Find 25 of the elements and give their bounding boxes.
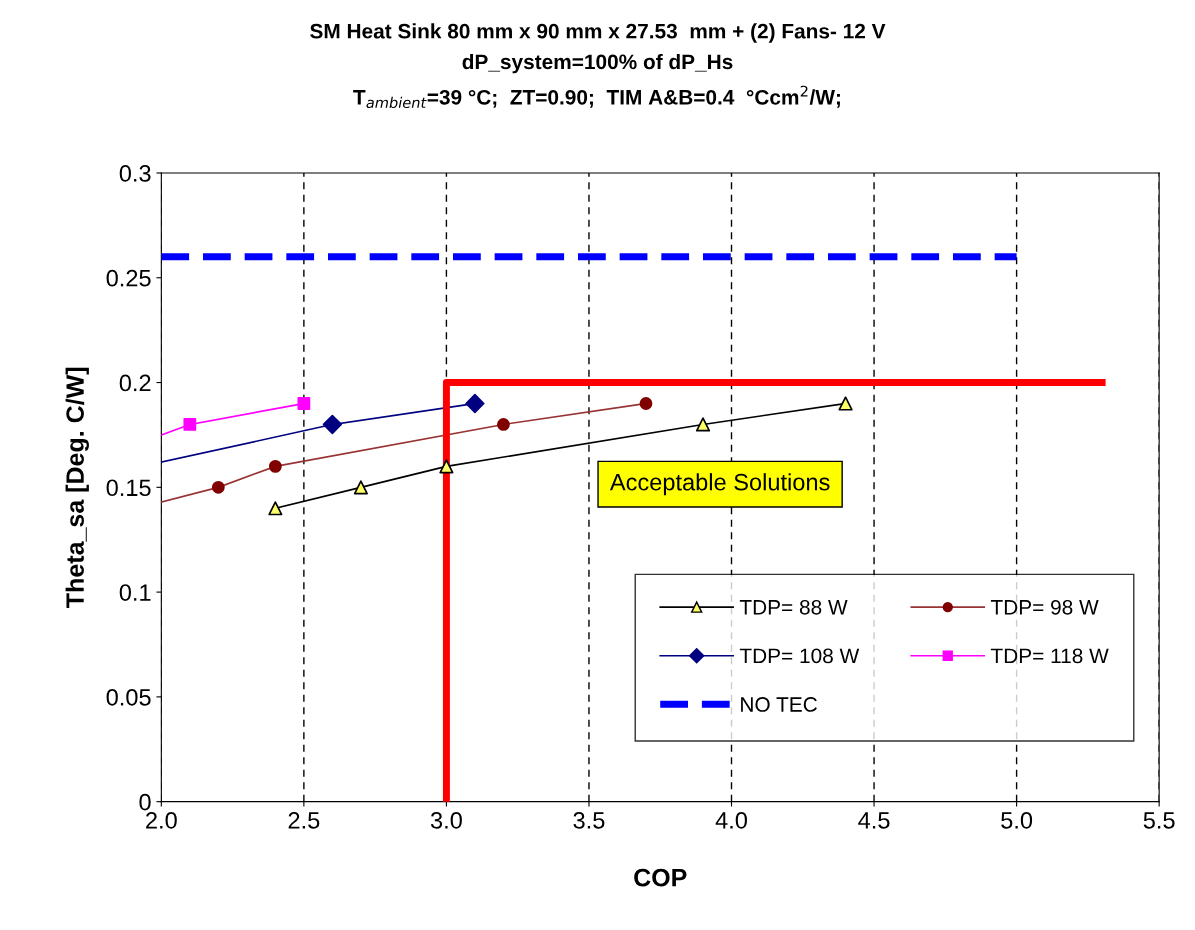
- x-tick-label: 3.5: [573, 812, 605, 829]
- y-tick-label: 0.2: [119, 374, 151, 392]
- legend-label: TDP= 88 W: [739, 599, 848, 615]
- legend-label: TDP= 118 W: [990, 648, 1109, 664]
- y-tick-label: 0.15: [106, 479, 151, 497]
- legend-label: TDP= 108 W: [739, 648, 860, 664]
- y-tick-label: 0: [139, 793, 151, 811]
- y-tick-label: 0.1: [119, 584, 151, 601]
- x-tick-label: 2.5: [288, 812, 320, 829]
- x-tick-label: 5.0: [1001, 812, 1033, 829]
- text: dP_system=100% of dP_Hs T$_{ambient}$=39 °C; ZT=0.90; TIM A&B=0.4 °Ccm$^{2}$/W;: [353, 53, 840, 109]
- y-tick-label: 0.25: [106, 269, 151, 287]
- x-axis-title: COP: [634, 868, 687, 887]
- x-tick-label: 4.0: [715, 812, 747, 829]
- legend-label: NO TEC: [741, 697, 817, 712]
- y-tick-label: 0.05: [106, 688, 151, 706]
- x-tick-label: 4.5: [858, 812, 890, 829]
- annotation: Acceptable Solutions: [609, 473, 830, 496]
- x-tick-label: 5.5: [1143, 812, 1175, 829]
- y-tick-label: 0.3: [119, 165, 151, 182]
- y-axis-title: Theta_sa [Deg. C/W]: [65, 367, 89, 608]
- x-tick-label: 3.0: [430, 812, 462, 829]
- chart-title: SM Heat Sink 80 mm x 90 mm x 27.53 mm + (2) Fans- 12 V: [310, 23, 886, 43]
- x-tick-label: 2.0: [146, 812, 177, 829]
- legend-label: TDP= 98 W: [990, 599, 1099, 615]
